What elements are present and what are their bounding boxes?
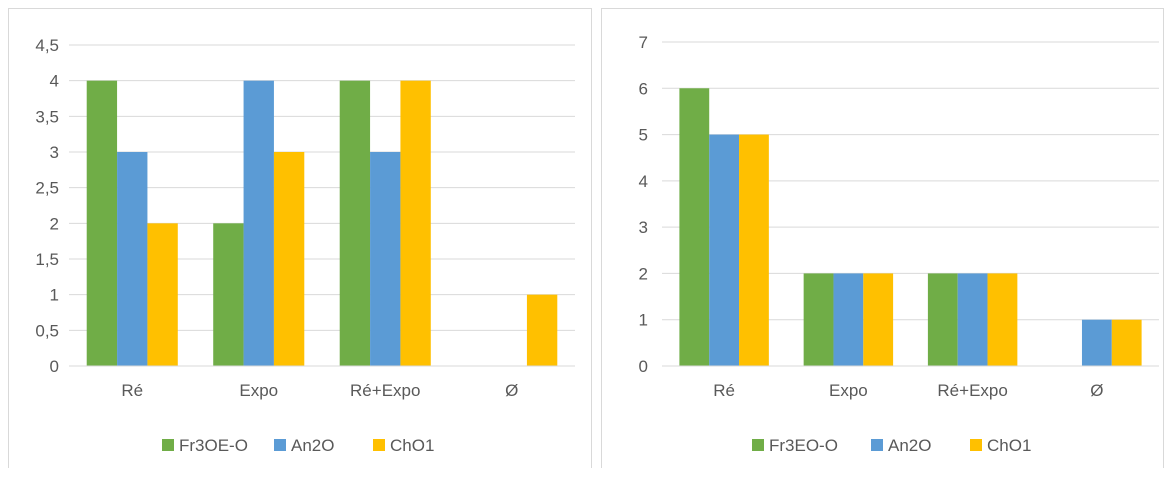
- bar-Fr3EO-O: [679, 88, 710, 367]
- x-category-label: Ø: [1090, 381, 1103, 400]
- bar-An2O: [370, 152, 401, 366]
- bar-ChO1: [526, 294, 558, 366]
- y-tick-label: 2: [50, 214, 59, 233]
- y-tick-label: 3: [639, 218, 648, 237]
- y-tick-label: 4: [50, 72, 59, 91]
- bar-Fr3EO-O: [927, 273, 958, 366]
- y-tick-label: 1: [639, 311, 648, 330]
- bar-Fr3OE-O: [339, 80, 371, 367]
- legend-label: Fr3EO-O: [769, 436, 838, 455]
- bar-An2O: [117, 152, 148, 366]
- y-tick-label: 1,5: [35, 250, 59, 269]
- bar-An2O: [243, 80, 274, 367]
- bar-ChO1: [739, 134, 769, 366]
- bar-Fr3OE-O: [86, 80, 118, 367]
- legend-label: An2O: [888, 436, 931, 455]
- bar-Fr3EO-O: [803, 273, 834, 366]
- bar-ChO1: [863, 273, 894, 366]
- chart-right-panel: 0 1 2 3 4 5 6 7 Ré Expo Ré+Expo Ø Fr3EO-O An2O ChO1: [601, 8, 1164, 468]
- bar-ChO1: [1111, 319, 1142, 366]
- y-tick-label: 0: [50, 357, 59, 376]
- bar-Fr3OE-O: [213, 223, 244, 366]
- y-tick-label: 5: [639, 126, 648, 145]
- chart-right: 0 1 2 3 4 5 6 7 Ré Expo Ré+Expo Ø Fr3EO-O An2O ChO1: [639, 33, 1159, 455]
- x-category-label: Ré: [713, 381, 735, 400]
- legend-swatch: [274, 439, 286, 451]
- bar-ChO1: [987, 273, 1018, 366]
- bar-ChO1: [147, 223, 178, 366]
- legend-swatch: [162, 439, 174, 451]
- x-category-label: Ré: [121, 381, 143, 400]
- legend-label: ChO1: [987, 436, 1031, 455]
- legend-swatch: [970, 439, 982, 451]
- legend-swatch: [373, 439, 385, 451]
- y-tick-label: 2: [639, 264, 648, 283]
- legend-label: An2O: [291, 436, 334, 455]
- y-tick-label: 6: [639, 79, 648, 98]
- legend-label: Fr3OE-O: [179, 436, 248, 455]
- legend-swatch: [752, 439, 764, 451]
- x-category-label: Expo: [239, 381, 278, 400]
- y-tick-label: 1: [50, 286, 59, 305]
- chart-left: 0 0,5 1 1,5 2 2,5 3 3,5 4 4,5 Ré Expo Ré+Expo Ø Fr3OE-…: [35, 36, 575, 455]
- bar-ChO1: [400, 80, 431, 367]
- bar-An2O: [833, 273, 864, 366]
- x-category-label: Ø: [505, 381, 518, 400]
- y-tick-label: 7: [639, 33, 648, 52]
- chart-left-panel: 0 0,5 1 1,5 2 2,5 3 3,5 4 4,5 Ré Expo Ré+Expo Ø Fr3OE-…: [8, 8, 592, 468]
- y-tick-label: 3: [50, 143, 59, 162]
- y-tick-label: 0,5: [35, 321, 59, 340]
- x-category-label: Expo: [829, 381, 868, 400]
- y-tick-label: 3,5: [35, 107, 59, 126]
- x-category-label: Ré+Expo: [937, 381, 1007, 400]
- bar-ChO1: [273, 152, 305, 366]
- x-category-label: Ré+Expo: [350, 381, 420, 400]
- y-tick-label: 4,5: [35, 36, 59, 55]
- bar-An2O: [1081, 319, 1112, 366]
- y-tick-label: 2,5: [35, 179, 59, 198]
- legend-label: ChO1: [390, 436, 434, 455]
- bar-An2O: [709, 134, 740, 366]
- legend-swatch: [871, 439, 883, 451]
- bar-An2O: [957, 273, 988, 366]
- y-tick-label: 4: [639, 172, 648, 191]
- y-tick-label: 0: [639, 357, 648, 376]
